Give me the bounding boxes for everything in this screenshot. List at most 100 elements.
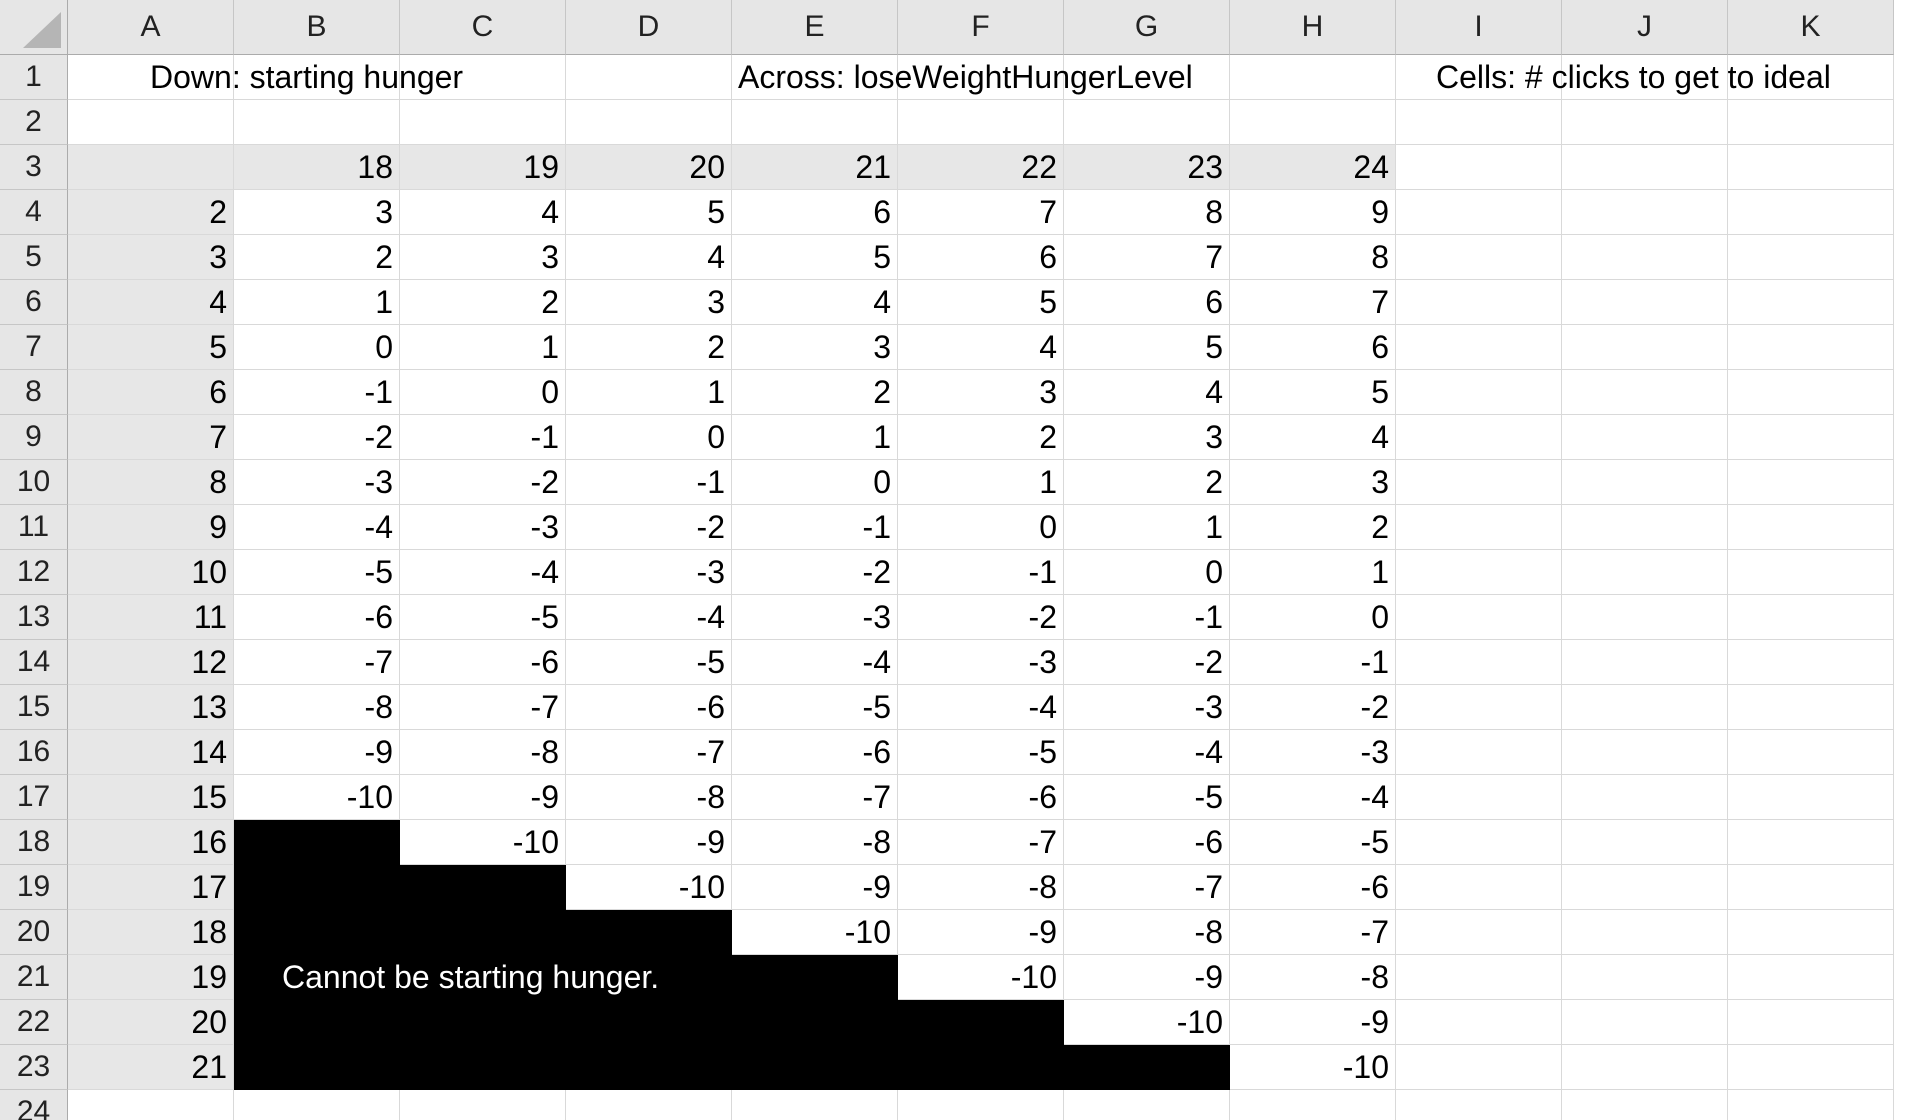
cell-I8[interactable]	[1396, 370, 1562, 415]
cell-J14[interactable]	[1562, 640, 1728, 685]
cell-B18[interactable]	[234, 820, 400, 865]
cell-A3[interactable]	[68, 145, 234, 190]
cell-G23[interactable]	[1064, 1045, 1230, 1090]
cell-H23[interactable]: -10	[1230, 1045, 1396, 1090]
cell-A23[interactable]: 21	[68, 1045, 234, 1090]
cell-K13[interactable]	[1728, 595, 1894, 640]
cell-D6[interactable]: 3	[566, 280, 732, 325]
cell-H22[interactable]: -9	[1230, 1000, 1396, 1045]
column-header-A[interactable]: A	[68, 0, 234, 55]
cell-I4[interactable]	[1396, 190, 1562, 235]
cell-A18[interactable]: 16	[68, 820, 234, 865]
cell-I9[interactable]	[1396, 415, 1562, 460]
row-header-5[interactable]: 5	[0, 235, 68, 280]
cell-D19[interactable]: -10	[566, 865, 732, 910]
cell-J15[interactable]	[1562, 685, 1728, 730]
cell-E11[interactable]: -1	[732, 505, 898, 550]
cell-G4[interactable]: 8	[1064, 190, 1230, 235]
cell-E3[interactable]: 21	[732, 145, 898, 190]
cell-E6[interactable]: 4	[732, 280, 898, 325]
cell-C23[interactable]	[400, 1045, 566, 1090]
select-all-corner[interactable]	[0, 0, 68, 55]
cell-F20[interactable]: -9	[898, 910, 1064, 955]
cell-K4[interactable]	[1728, 190, 1894, 235]
cell-F3[interactable]: 22	[898, 145, 1064, 190]
cell-I1[interactable]	[1396, 55, 1562, 100]
cell-K10[interactable]	[1728, 460, 1894, 505]
cell-B15[interactable]: -8	[234, 685, 400, 730]
cell-K5[interactable]	[1728, 235, 1894, 280]
cell-A16[interactable]: 14	[68, 730, 234, 775]
cell-D7[interactable]: 2	[566, 325, 732, 370]
cell-B17[interactable]: -10	[234, 775, 400, 820]
row-header-7[interactable]: 7	[0, 325, 68, 370]
cell-H15[interactable]: -2	[1230, 685, 1396, 730]
cell-E12[interactable]: -2	[732, 550, 898, 595]
cell-I6[interactable]	[1396, 280, 1562, 325]
cell-H7[interactable]: 6	[1230, 325, 1396, 370]
cell-E8[interactable]: 2	[732, 370, 898, 415]
cell-F10[interactable]: 1	[898, 460, 1064, 505]
cell-D1[interactable]	[566, 55, 732, 100]
column-header-J[interactable]: J	[1562, 0, 1728, 55]
cell-G7[interactable]: 5	[1064, 325, 1230, 370]
cell-D17[interactable]: -8	[566, 775, 732, 820]
cell-B19[interactable]	[234, 865, 400, 910]
cell-B21[interactable]	[234, 955, 400, 1000]
cell-H24[interactable]	[1230, 1090, 1396, 1120]
cell-J24[interactable]	[1562, 1090, 1728, 1120]
cell-J21[interactable]	[1562, 955, 1728, 1000]
cell-D23[interactable]	[566, 1045, 732, 1090]
cell-B9[interactable]: -2	[234, 415, 400, 460]
cell-C19[interactable]	[400, 865, 566, 910]
cell-G15[interactable]: -3	[1064, 685, 1230, 730]
cell-G6[interactable]: 6	[1064, 280, 1230, 325]
cell-E5[interactable]: 5	[732, 235, 898, 280]
cell-I16[interactable]	[1396, 730, 1562, 775]
cell-F19[interactable]: -8	[898, 865, 1064, 910]
cell-D14[interactable]: -5	[566, 640, 732, 685]
cell-F6[interactable]: 5	[898, 280, 1064, 325]
cell-A2[interactable]	[68, 100, 234, 145]
cell-I15[interactable]	[1396, 685, 1562, 730]
cell-K23[interactable]	[1728, 1045, 1894, 1090]
cell-G20[interactable]: -8	[1064, 910, 1230, 955]
cell-F17[interactable]: -6	[898, 775, 1064, 820]
cell-C13[interactable]: -5	[400, 595, 566, 640]
cell-F1[interactable]	[898, 55, 1064, 100]
cell-I3[interactable]	[1396, 145, 1562, 190]
cell-B22[interactable]	[234, 1000, 400, 1045]
cell-E2[interactable]	[732, 100, 898, 145]
cell-E21[interactable]	[732, 955, 898, 1000]
cell-F16[interactable]: -5	[898, 730, 1064, 775]
cell-B16[interactable]: -9	[234, 730, 400, 775]
cell-K16[interactable]	[1728, 730, 1894, 775]
cell-A21[interactable]: 19	[68, 955, 234, 1000]
cell-E17[interactable]: -7	[732, 775, 898, 820]
cell-G9[interactable]: 3	[1064, 415, 1230, 460]
cell-E22[interactable]	[732, 1000, 898, 1045]
cell-J22[interactable]	[1562, 1000, 1728, 1045]
cell-C22[interactable]	[400, 1000, 566, 1045]
column-header-D[interactable]: D	[566, 0, 732, 55]
row-header-13[interactable]: 13	[0, 595, 68, 640]
cell-F2[interactable]	[898, 100, 1064, 145]
row-header-18[interactable]: 18	[0, 820, 68, 865]
cell-H13[interactable]: 0	[1230, 595, 1396, 640]
cell-K1[interactable]	[1728, 55, 1894, 100]
cell-C6[interactable]: 2	[400, 280, 566, 325]
cell-G19[interactable]: -7	[1064, 865, 1230, 910]
cell-F7[interactable]: 4	[898, 325, 1064, 370]
cell-G21[interactable]: -9	[1064, 955, 1230, 1000]
row-header-9[interactable]: 9	[0, 415, 68, 460]
row-header-4[interactable]: 4	[0, 190, 68, 235]
row-header-8[interactable]: 8	[0, 370, 68, 415]
cell-C11[interactable]: -3	[400, 505, 566, 550]
cell-H5[interactable]: 8	[1230, 235, 1396, 280]
cell-C10[interactable]: -2	[400, 460, 566, 505]
cell-K15[interactable]	[1728, 685, 1894, 730]
cell-J9[interactable]	[1562, 415, 1728, 460]
cell-C8[interactable]: 0	[400, 370, 566, 415]
column-header-K[interactable]: K	[1728, 0, 1894, 55]
cell-H4[interactable]: 9	[1230, 190, 1396, 235]
